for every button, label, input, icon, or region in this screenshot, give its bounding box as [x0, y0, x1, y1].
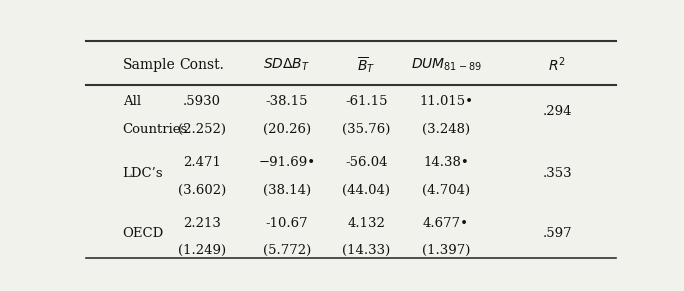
Text: -56.04: -56.04	[345, 156, 388, 169]
Text: OECD: OECD	[122, 227, 164, 240]
Text: (14.33): (14.33)	[342, 244, 391, 257]
Text: (1.249): (1.249)	[178, 244, 226, 257]
Text: .294: .294	[542, 105, 572, 118]
Text: .5930: .5930	[183, 95, 221, 107]
Text: -10.67: -10.67	[265, 217, 308, 230]
Text: $SD\Delta B_T$: $SD\Delta B_T$	[263, 57, 311, 73]
Text: -38.15: -38.15	[265, 95, 308, 107]
Text: (3.248): (3.248)	[422, 123, 470, 136]
Text: -61.15: -61.15	[345, 95, 388, 107]
Text: 4.677•: 4.677•	[423, 217, 469, 230]
Text: −91.69•: −91.69•	[259, 156, 315, 169]
Text: (44.04): (44.04)	[343, 184, 391, 197]
Text: 11.015•: 11.015•	[419, 95, 473, 107]
Text: LDC’s: LDC’s	[122, 167, 163, 180]
Text: $DUM_{81-89}$: $DUM_{81-89}$	[410, 57, 482, 73]
Text: 14.38•: 14.38•	[423, 156, 469, 169]
Text: (5.772): (5.772)	[263, 244, 311, 257]
Text: 4.132: 4.132	[347, 217, 385, 230]
Text: (20.26): (20.26)	[263, 123, 311, 136]
Text: (35.76): (35.76)	[342, 123, 391, 136]
Text: Sample: Sample	[122, 58, 175, 72]
Text: All: All	[122, 95, 141, 107]
Text: (38.14): (38.14)	[263, 184, 311, 197]
Text: $R^2$: $R^2$	[549, 56, 566, 74]
Text: (2.252): (2.252)	[178, 123, 226, 136]
Text: (3.602): (3.602)	[178, 184, 226, 197]
Text: Countries: Countries	[122, 123, 188, 136]
Text: 2.471: 2.471	[183, 156, 221, 169]
Text: (1.397): (1.397)	[422, 244, 470, 257]
Text: .597: .597	[542, 227, 572, 240]
Text: Const.: Const.	[180, 58, 224, 72]
Text: $\overline{B}_T$: $\overline{B}_T$	[357, 55, 376, 75]
Text: 2.213: 2.213	[183, 217, 221, 230]
Text: .353: .353	[542, 167, 572, 180]
Text: (4.704): (4.704)	[422, 184, 470, 197]
